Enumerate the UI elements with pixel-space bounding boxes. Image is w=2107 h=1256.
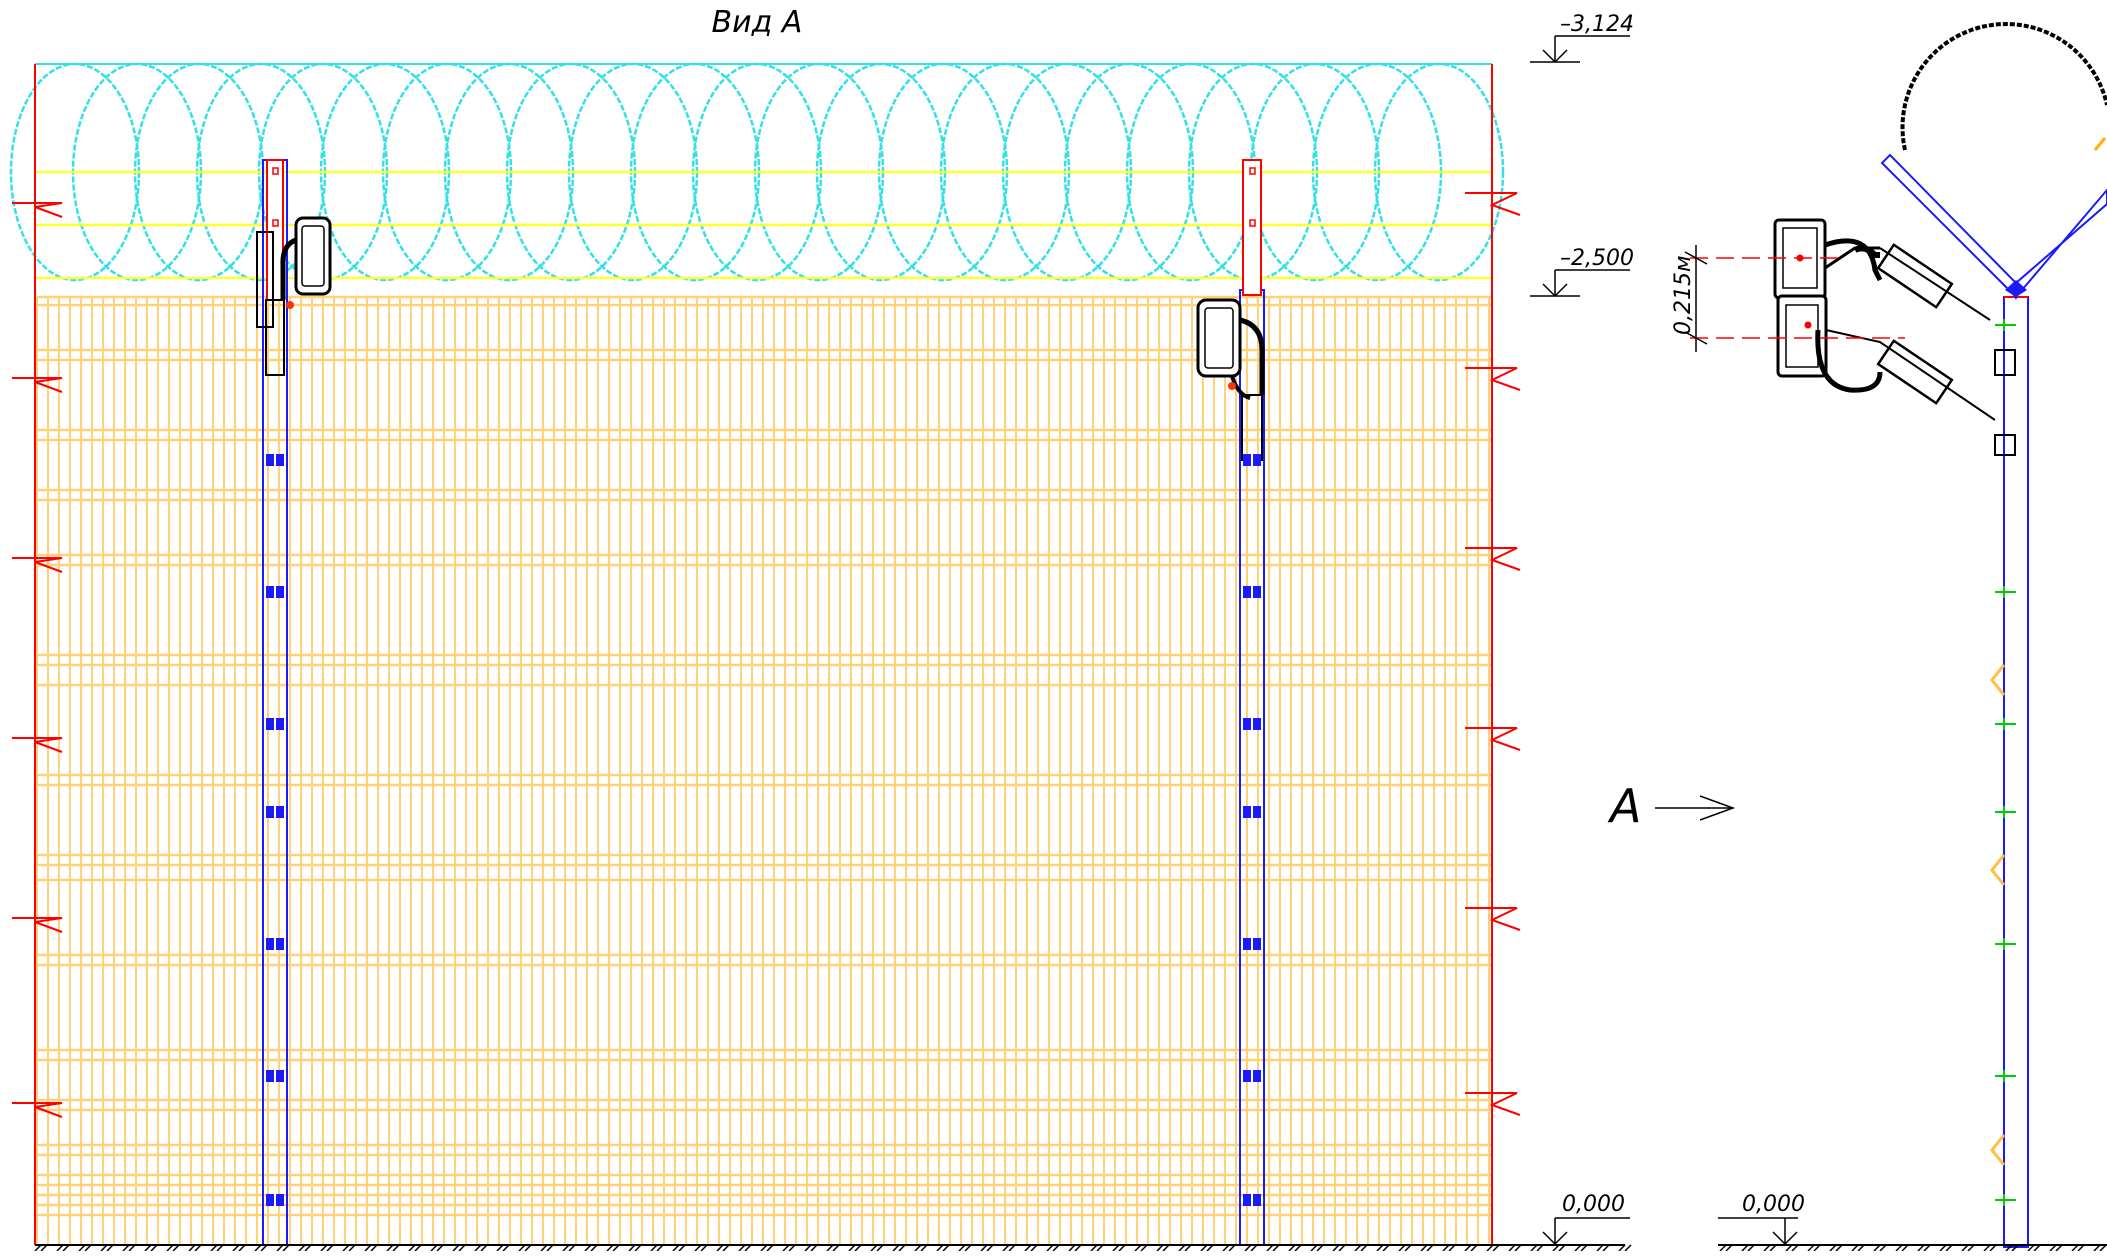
section-post-markers [1990,319,2016,1206]
ground-line-left [34,1244,1632,1252]
level-top-label: –3,124 [1560,12,1634,37]
camera-center-dashes [1690,257,1905,339]
level-mark-ground-right: 0,000 [1718,1192,1805,1246]
view-direction-arrow: А [1607,779,1736,833]
fence-post-left [256,159,288,1246]
fence-mesh-panel [36,295,1492,1245]
camera-unit-left [280,216,332,309]
barbed-wire-lines [35,170,1492,280]
dimension-camera-spacing: 0,215м [1671,245,1708,352]
y-bracket-arms [1880,153,2107,300]
fence-post-right [1239,159,1265,1246]
section-post [1994,296,2029,1248]
level-wire-base-label: –2,500 [1560,246,1634,271]
view-arrow-label: А [1607,779,1641,833]
dimension-label: 0,215м [1671,255,1696,335]
level-mark-top: –3,124 [1530,12,1634,64]
break-lines [12,64,1521,1245]
post-fastener-marks [266,454,1261,1206]
level-ground-right-label: 0,000 [1742,1192,1805,1217]
coil-tie [2093,137,2107,151]
view-title: Вид А [712,5,803,40]
camera-unit-right [1196,298,1265,400]
camera-section-lower [1776,294,1996,421]
level-mark-ground-left: 0,000 [1542,1192,1630,1246]
razor-coil-section [1900,22,2107,151]
level-ground-left-label: 0,000 [1562,1192,1625,1217]
ground-line-right [1718,1244,2107,1252]
level-mark-wire-base: –2,500 [1530,246,1634,298]
